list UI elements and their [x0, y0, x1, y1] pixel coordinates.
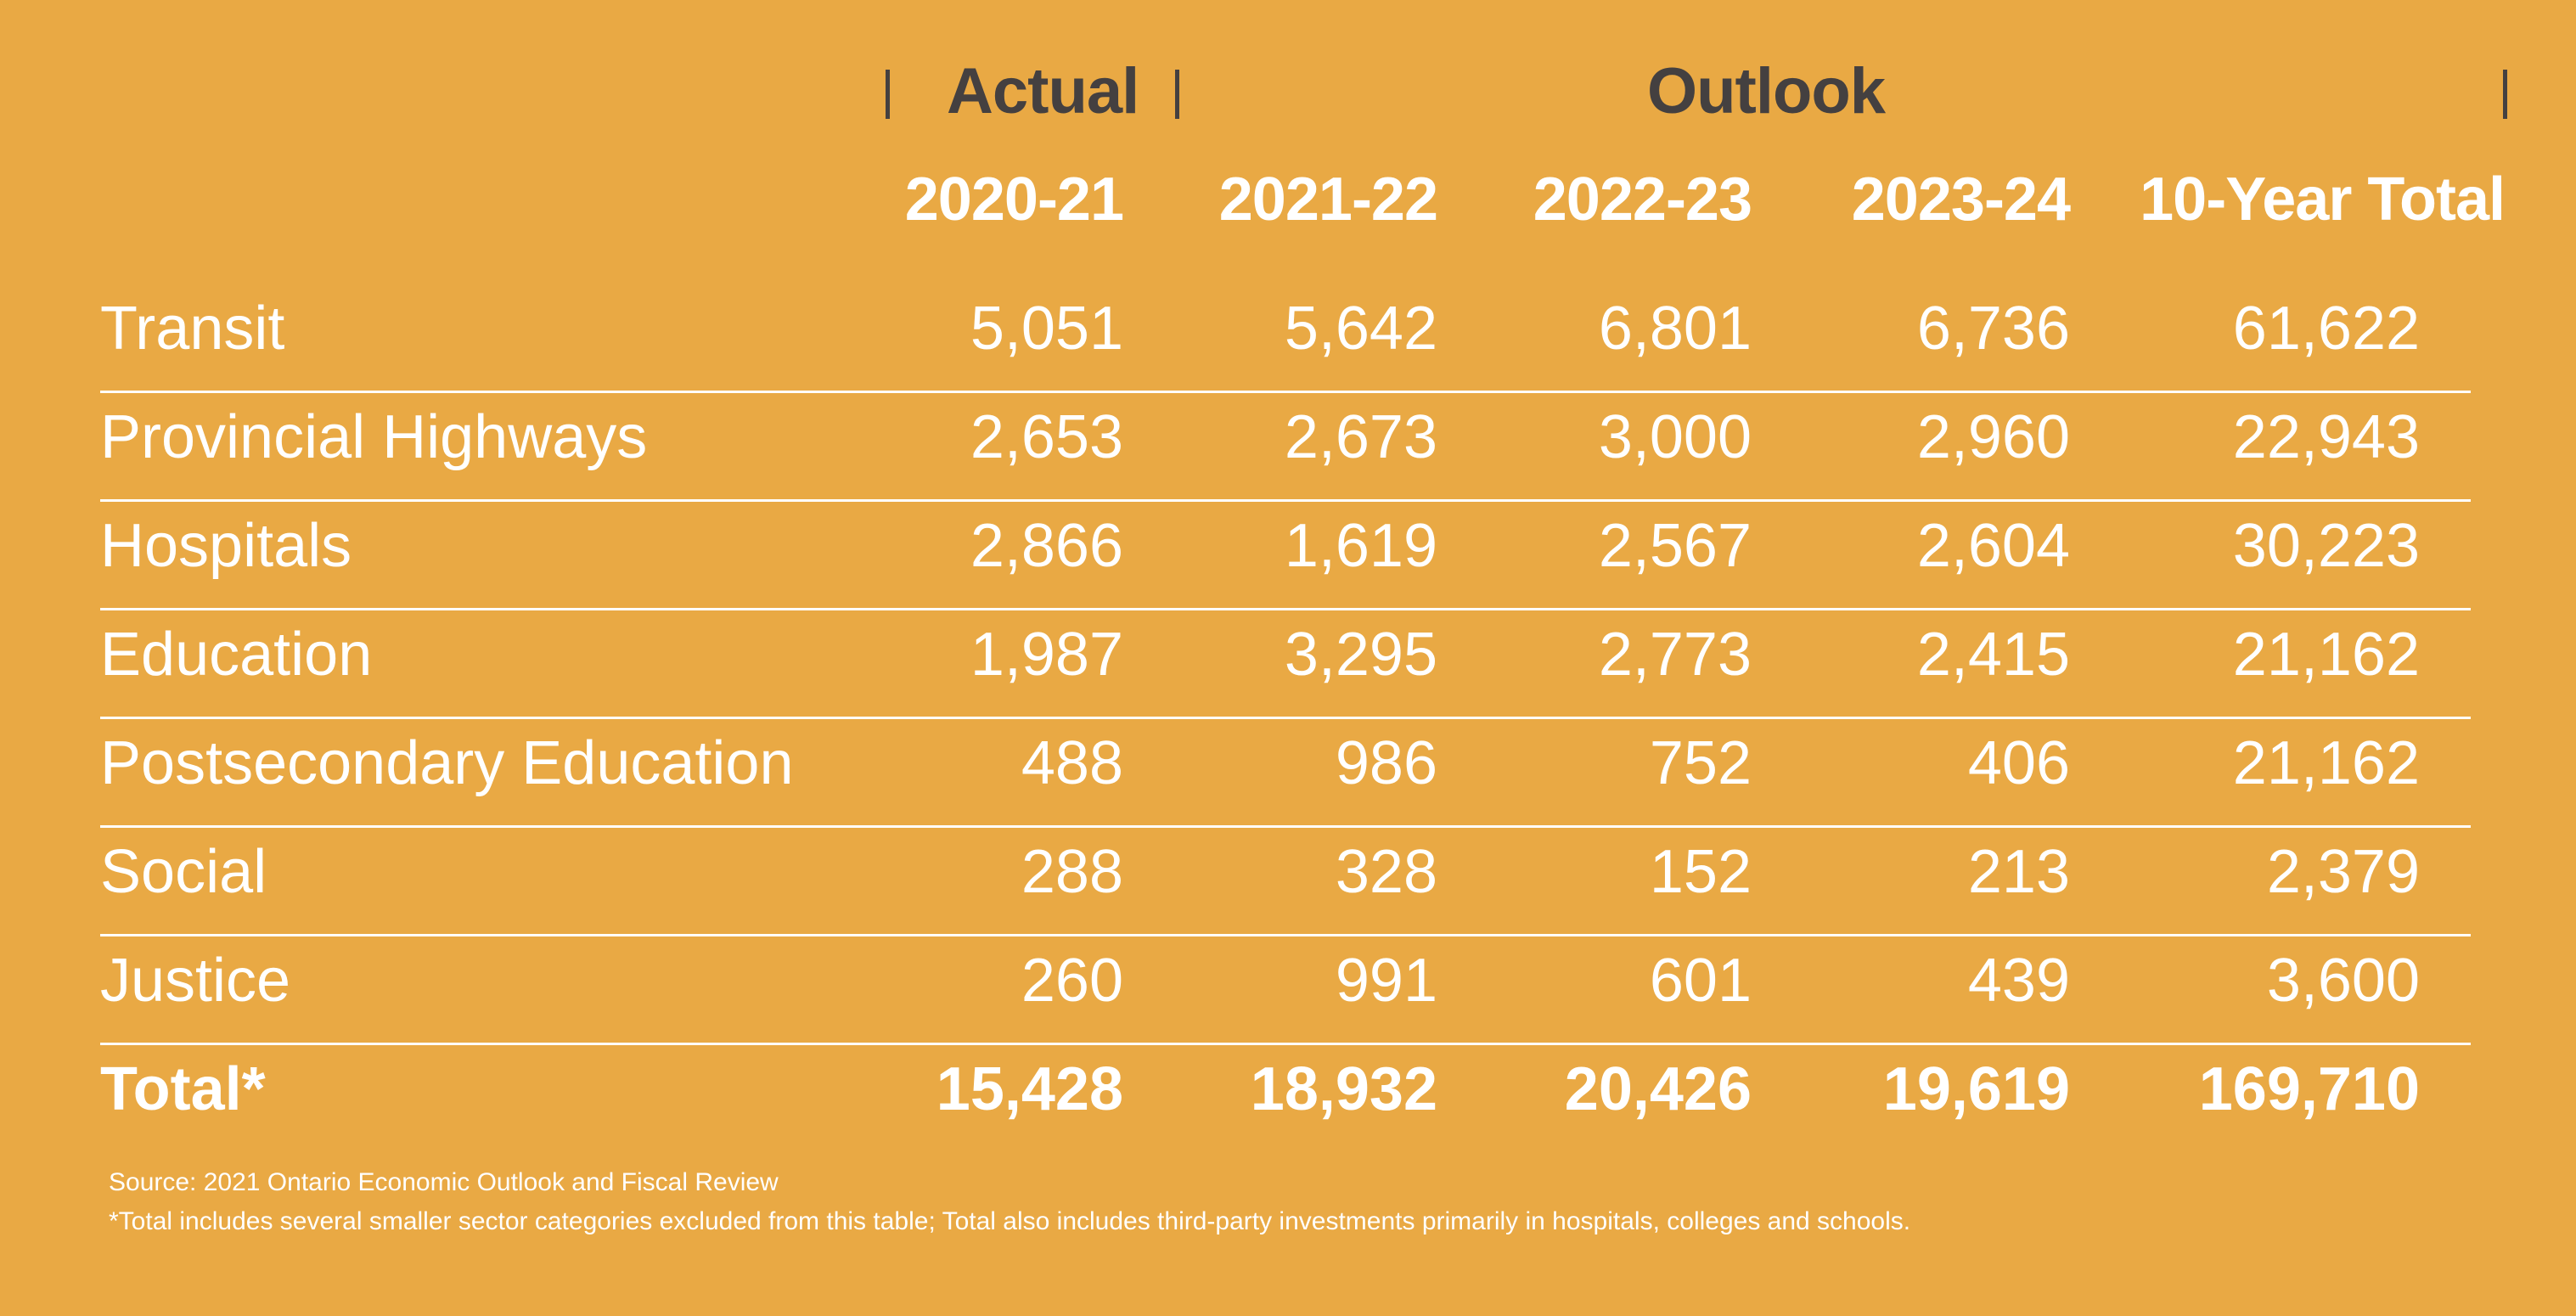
column-header-2022-23: 2022-23 [1533, 166, 1752, 233]
total-cell: 169,710 [2198, 1055, 2420, 1123]
group-header-actual: Actual [947, 55, 1139, 127]
table-cell: 1,987 [970, 621, 1123, 689]
table-cell: 30,223 [2232, 512, 2420, 580]
table-cell: 21,162 [2232, 729, 2420, 797]
table-cell: 260 [1021, 947, 1123, 1015]
table-cell: 2,567 [1598, 512, 1752, 580]
outlook-bracket-right [2503, 70, 2507, 119]
table-cell: 439 [1967, 947, 2070, 1015]
row-label: Education [100, 621, 373, 689]
table-cell: 991 [1335, 947, 1437, 1015]
table-row: Education 1,987 3,295 2,773 2,415 21,162 [0, 600, 2576, 709]
total-row: Total* 15,428 18,932 20,426 19,619 169,7… [0, 1035, 2576, 1144]
table-row: Justice 260 991 601 439 3,600 [0, 926, 2576, 1035]
table-cell: 2,604 [1916, 512, 2070, 580]
table-row: Social 288 328 152 213 2,379 [0, 818, 2576, 926]
table-cell: 3,295 [1284, 621, 1437, 689]
row-divider [100, 934, 2471, 936]
column-header-2020-21: 2020-21 [904, 166, 1124, 233]
row-label: Justice [100, 947, 291, 1015]
table-cell: 5,642 [1284, 295, 1437, 363]
table-cell: 2,415 [1916, 621, 2070, 689]
table-cell: 2,960 [1916, 403, 2070, 471]
column-header-10-year-total: 10-Year Total [2140, 166, 2506, 233]
table-cell: 6,801 [1598, 295, 1752, 363]
row-divider [100, 717, 2471, 719]
total-cell: 18,932 [1250, 1055, 1437, 1123]
table-cell: 213 [1967, 838, 2070, 906]
table-row: Provincial Highways 2,653 2,673 3,000 2,… [0, 383, 2576, 492]
total-cell: 19,619 [1882, 1055, 2070, 1123]
table-cell: 488 [1021, 729, 1123, 797]
table-row: Transit 5,051 5,642 6,801 6,736 61,622 [0, 274, 2576, 383]
total-cell: 20,426 [1564, 1055, 1752, 1123]
row-label: Provincial Highways [100, 403, 648, 471]
table-cell: 2,773 [1598, 621, 1752, 689]
table-row: Hospitals 2,866 1,619 2,567 2,604 30,223 [0, 492, 2576, 600]
table-cell: 752 [1649, 729, 1752, 797]
table-cell: 2,379 [2266, 838, 2420, 906]
table-cell: 6,736 [1916, 295, 2070, 363]
table-cell: 61,622 [2232, 295, 2420, 363]
row-divider [100, 825, 2471, 828]
row-divider [100, 608, 2471, 610]
table-cell: 152 [1649, 838, 1752, 906]
source-note: Source: 2021 Ontario Economic Outlook an… [109, 1168, 779, 1196]
table-cell: 2,673 [1284, 403, 1437, 471]
table-cell: 986 [1335, 729, 1437, 797]
table-cell: 3,600 [2266, 947, 2420, 1015]
table-cell: 328 [1335, 838, 1437, 906]
total-label: Total* [100, 1055, 266, 1123]
actual-bracket-left [886, 70, 890, 119]
row-label: Hospitals [100, 512, 352, 580]
table-cell: 1,619 [1284, 512, 1437, 580]
table-row: Postsecondary Education 488 986 752 406 … [0, 709, 2576, 818]
row-label: Social [100, 838, 267, 906]
row-label: Transit [100, 295, 285, 363]
total-cell: 15,428 [936, 1055, 1123, 1123]
total-footnote: *Total includes several smaller sector c… [109, 1207, 1911, 1235]
row-divider [100, 391, 2471, 393]
table-cell: 288 [1021, 838, 1123, 906]
table-cell: 601 [1649, 947, 1752, 1015]
table-cell: 2,653 [970, 403, 1123, 471]
actual-bracket-right [1175, 70, 1179, 119]
table-cell: 3,000 [1598, 403, 1752, 471]
table-cell: 5,051 [970, 295, 1123, 363]
table-cell: 2,866 [970, 512, 1123, 580]
column-header-2021-22: 2021-22 [1218, 166, 1438, 233]
table-cell: 406 [1967, 729, 2070, 797]
row-divider [100, 1043, 2471, 1045]
row-divider [100, 499, 2471, 502]
group-header-outlook: Outlook [1647, 55, 1886, 127]
table-cell: 22,943 [2232, 403, 2420, 471]
table-cell: 21,162 [2232, 621, 2420, 689]
row-label: Postsecondary Education [100, 729, 794, 797]
column-header-2023-24: 2023-24 [1851, 166, 2071, 233]
